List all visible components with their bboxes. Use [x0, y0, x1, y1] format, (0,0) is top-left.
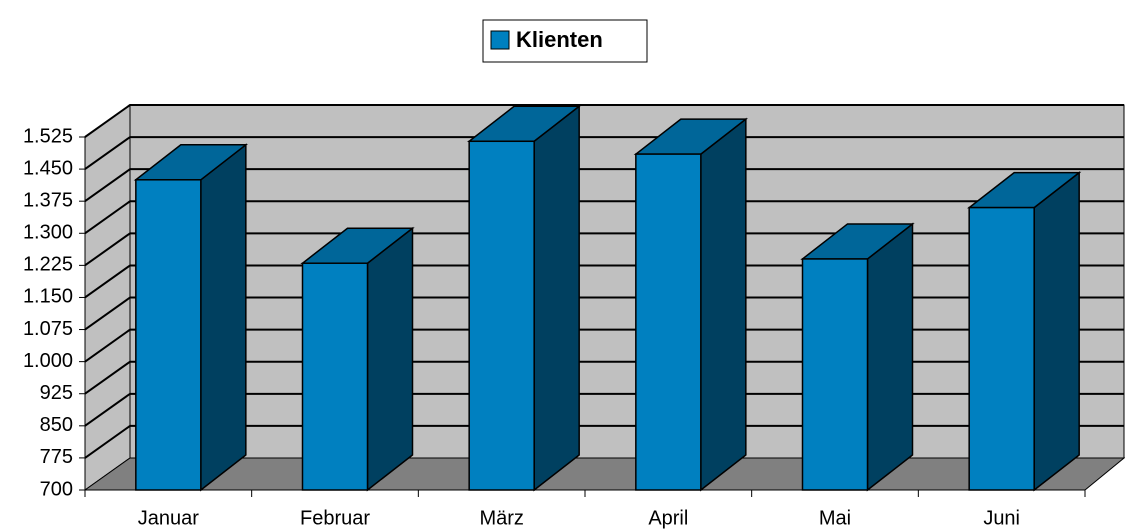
- y-tick-label: 1.525: [23, 125, 73, 147]
- grid-line: [84, 264, 1124, 299]
- grid-line: [84, 424, 1124, 459]
- x-tick-label: Februar: [300, 507, 370, 529]
- bar-side: [866, 222, 914, 492]
- floor: [83, 457, 1125, 491]
- bar: [635, 153, 702, 491]
- bar-side: [366, 226, 414, 492]
- grid-line: [84, 392, 1124, 427]
- bar: [301, 262, 369, 491]
- bar-side: [533, 104, 580, 492]
- grid-line: [84, 296, 1124, 331]
- y-tick-label: 1.300: [23, 222, 73, 244]
- grid-line: [84, 360, 1124, 395]
- bar: [468, 140, 535, 491]
- legend-label: Klienten: [516, 27, 603, 52]
- x-tick-label: Januar: [138, 507, 199, 529]
- bar-side: [1033, 171, 1080, 492]
- x-tick-label: Juni: [983, 507, 1020, 529]
- x-tick-label: März: [479, 507, 523, 529]
- y-tick-label: 1.000: [23, 350, 73, 372]
- y-tick-label: 1.075: [23, 318, 73, 340]
- x-tick-label: Mai: [819, 507, 851, 529]
- bar: [801, 258, 869, 491]
- legend-swatch: [490, 30, 510, 50]
- grid-line: [84, 104, 1124, 138]
- grid-line: [84, 168, 1124, 202]
- y-tick-label: 775: [40, 446, 73, 468]
- y-tick-label: 850: [40, 414, 73, 436]
- side-wall: [84, 104, 131, 491]
- grid-line: [84, 200, 1124, 235]
- back-wall: [129, 104, 1125, 459]
- y-tick-label: 1.225: [23, 254, 73, 276]
- grid-line: [84, 136, 1124, 170]
- x-tick-label: April: [648, 507, 688, 529]
- legend-box: [482, 19, 648, 63]
- y-tick-label: 1.375: [23, 189, 73, 211]
- bar: [968, 206, 1035, 491]
- y-tick-label: 1.150: [23, 286, 73, 308]
- bar-side: [200, 143, 247, 492]
- y-tick-label: 1.450: [23, 157, 73, 179]
- y-tick-label: 700: [40, 478, 73, 500]
- y-tick-label: 925: [40, 382, 73, 404]
- bar: [135, 179, 202, 491]
- bar-side: [700, 117, 747, 492]
- grid-line: [84, 328, 1124, 363]
- grid-line: [84, 232, 1124, 267]
